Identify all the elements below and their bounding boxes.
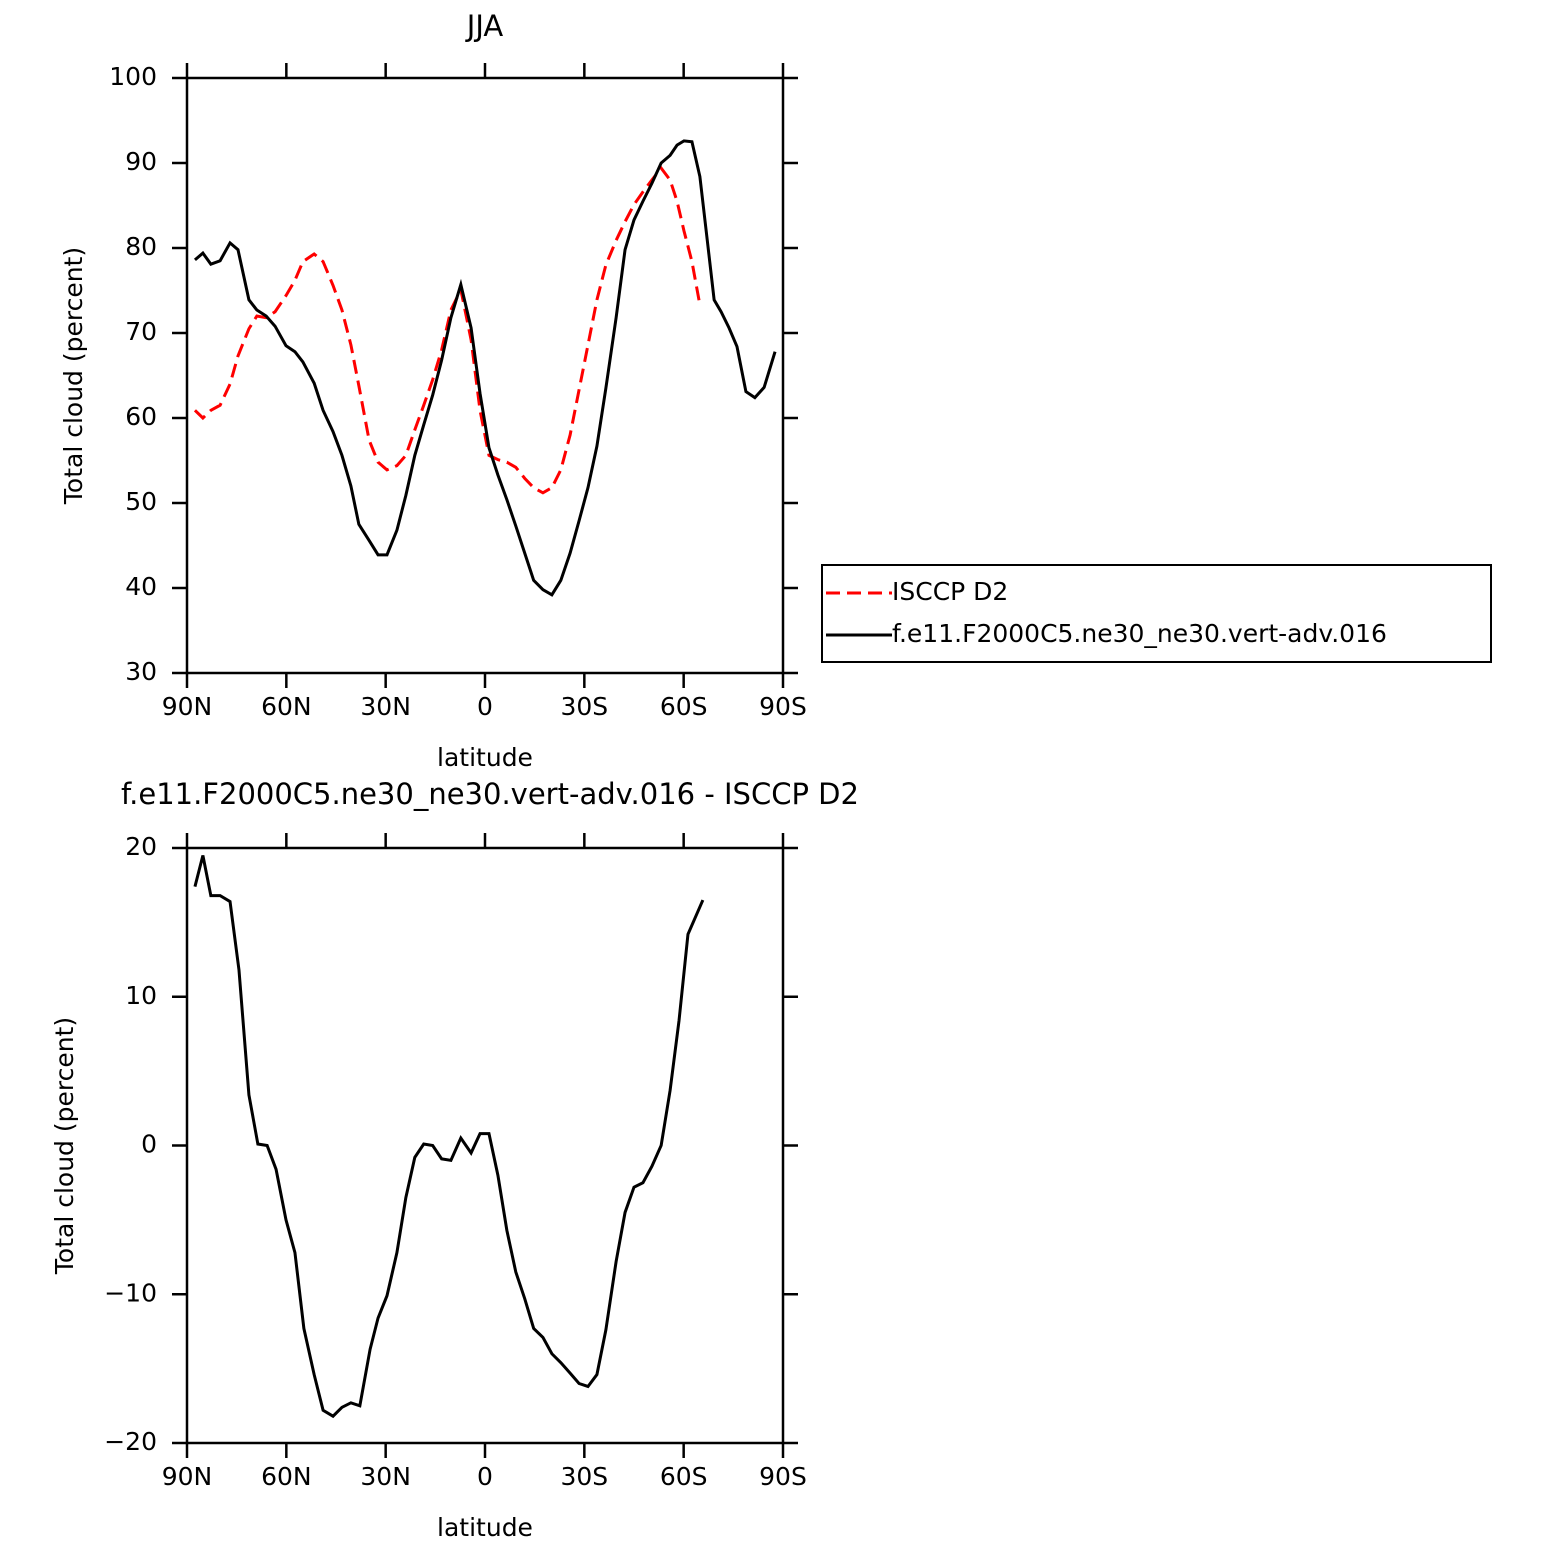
x-axis-label: latitude xyxy=(437,743,533,772)
legend-label: f.e11.F2000C5.ne30_ne30.vert-adv.016 xyxy=(892,619,1387,648)
y-tick-label: 60 xyxy=(125,402,157,431)
y-tick-label: 0 xyxy=(141,1130,157,1159)
legend-label: ISCCP D2 xyxy=(892,577,1008,606)
plot-frame xyxy=(185,76,785,675)
chart-title: JJA xyxy=(465,9,504,43)
y-tick-label: −20 xyxy=(104,1427,157,1456)
y-tick-label: −10 xyxy=(104,1278,157,1307)
y-axis-label: Total cloud (percent) xyxy=(50,1017,79,1275)
x-tick-label: 30N xyxy=(360,1462,411,1491)
y-tick-label: 10 xyxy=(125,981,157,1010)
data-line xyxy=(193,165,702,495)
x-tick-label: 90N xyxy=(162,1462,213,1491)
y-tick-label: 100 xyxy=(109,62,157,91)
x-tick-label: 0 xyxy=(477,692,493,721)
y-tick-label: 40 xyxy=(125,572,157,601)
x-tick-label: 60N xyxy=(261,1462,312,1491)
plot-frame xyxy=(185,846,785,1445)
y-tick-label: 80 xyxy=(125,232,157,261)
y-axis-label: Total cloud (percent) xyxy=(59,247,88,505)
x-tick-label: 90N xyxy=(162,692,213,721)
y-tick-label: 20 xyxy=(125,832,157,861)
chart-title: f.e11.F2000C5.ne30_ne30.vert-adv.016 - I… xyxy=(121,777,859,811)
y-tick-label: 70 xyxy=(125,317,157,346)
y-tick-label: 50 xyxy=(125,487,157,516)
y-tick-label: 90 xyxy=(125,147,157,176)
x-tick-label: 90S xyxy=(759,692,807,721)
data-line xyxy=(193,855,705,1419)
x-tick-label: 0 xyxy=(477,1462,493,1491)
x-tick-label: 60N xyxy=(261,692,312,721)
x-tick-label: 30N xyxy=(360,692,411,721)
data-line xyxy=(193,139,777,597)
x-tick-label: 60S xyxy=(660,692,708,721)
x-tick-label: 60S xyxy=(660,1462,708,1491)
y-tick-label: 30 xyxy=(125,657,157,686)
legend-box xyxy=(821,564,1492,663)
x-tick-label: 30S xyxy=(560,1462,608,1491)
x-tick-label: 30S xyxy=(560,692,608,721)
x-tick-label: 90S xyxy=(759,1462,807,1491)
x-axis-label: latitude xyxy=(437,1513,533,1542)
